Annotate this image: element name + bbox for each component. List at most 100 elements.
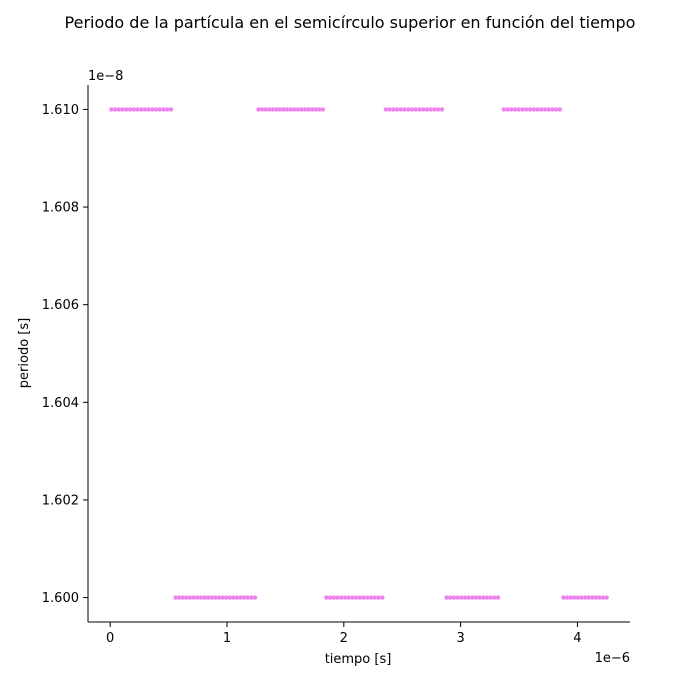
data-point [198, 595, 204, 600]
data-point [274, 107, 279, 112]
data-point [561, 595, 566, 600]
data-point [249, 595, 254, 600]
data-point [376, 595, 381, 600]
data-point [205, 595, 211, 600]
data-point [512, 107, 518, 112]
data-point [339, 595, 344, 600]
data-point [317, 107, 322, 112]
data-point [168, 107, 174, 112]
data-point [495, 595, 501, 600]
y-axis-label: periodo [s] [17, 318, 32, 388]
data-point [242, 595, 247, 600]
data-point [180, 595, 186, 600]
data-point [245, 595, 251, 600]
data-point [227, 595, 232, 600]
data-point [252, 595, 258, 600]
y-tick-label: 1.604 [42, 396, 79, 411]
x-tick-label: 4 [573, 631, 581, 646]
data-point [281, 107, 286, 112]
data-point [546, 107, 551, 112]
y-tick-label: 1.610 [42, 103, 79, 118]
data-point [481, 595, 486, 600]
data-point [459, 595, 464, 600]
data-point [135, 107, 140, 112]
data-point [216, 595, 222, 600]
data-point [284, 107, 290, 112]
data-point [109, 107, 114, 112]
data-point [421, 107, 426, 112]
data-point [112, 107, 118, 112]
data-point [259, 107, 265, 112]
data-point [550, 107, 555, 112]
x-tick-label: 2 [340, 631, 348, 646]
data-point [295, 107, 301, 112]
data-point [153, 107, 159, 112]
data-point [394, 107, 400, 112]
y-ticks: 1.600 1.602 1.604 1.606 1.608 1.610 [42, 103, 88, 606]
data-point [142, 107, 148, 112]
data-point [267, 107, 272, 112]
data-point [124, 107, 129, 112]
chart-title: Periodo de la partícula en el semicírcul… [65, 13, 636, 32]
data-point [350, 595, 355, 600]
data-point [195, 595, 200, 600]
data-point [520, 107, 525, 112]
data-point [586, 595, 591, 600]
data-point [320, 107, 325, 112]
data-point [116, 107, 122, 112]
data-point [417, 107, 422, 112]
data-point [501, 107, 507, 112]
data-point [146, 107, 151, 112]
data-point [327, 595, 333, 600]
data-point [516, 107, 521, 112]
data-point [313, 107, 318, 112]
data-point [524, 107, 529, 112]
data-point [353, 595, 359, 600]
data-point [553, 107, 559, 112]
x-tick-label: 3 [456, 631, 464, 646]
data-point [213, 595, 218, 600]
data-point [324, 595, 329, 600]
data-point [361, 595, 366, 600]
data-point [509, 107, 514, 112]
data-point [531, 107, 536, 112]
x-offset-label: 1e−6 [595, 651, 630, 666]
x-ticks: 0 1 2 3 4 [106, 622, 582, 646]
data-point [590, 595, 595, 600]
data-point [484, 595, 490, 600]
data-point [542, 107, 548, 112]
y-tick-label: 1.602 [42, 493, 79, 508]
data-point [527, 107, 533, 112]
data-point [131, 107, 136, 112]
data-point [202, 595, 207, 600]
data-point [238, 595, 243, 600]
data-point [157, 107, 162, 112]
data-point [357, 595, 363, 600]
data-point [184, 595, 189, 600]
data-point [413, 107, 418, 112]
data-point [448, 595, 453, 600]
data-point [451, 595, 457, 600]
data-point [391, 107, 396, 112]
data-point [138, 107, 144, 112]
y-offset-label: 1e−8 [88, 69, 123, 84]
data-point [331, 595, 336, 600]
x-axis-label: tiempo [s] [325, 652, 392, 667]
data-point [424, 107, 430, 112]
data-point [572, 595, 577, 600]
data-point [444, 595, 449, 600]
data-point [539, 107, 544, 112]
x-tick-label: 1 [223, 631, 231, 646]
data-point [231, 595, 236, 600]
data-point [593, 595, 599, 600]
data-point [234, 595, 240, 600]
data-point [220, 595, 225, 600]
data-point [223, 595, 229, 600]
data-point [161, 107, 166, 112]
data-point [432, 107, 437, 112]
data-point [335, 595, 340, 600]
data-point [600, 595, 606, 600]
y-tick-label: 1.608 [42, 201, 79, 216]
data-point [604, 595, 609, 600]
data-point [582, 595, 588, 600]
